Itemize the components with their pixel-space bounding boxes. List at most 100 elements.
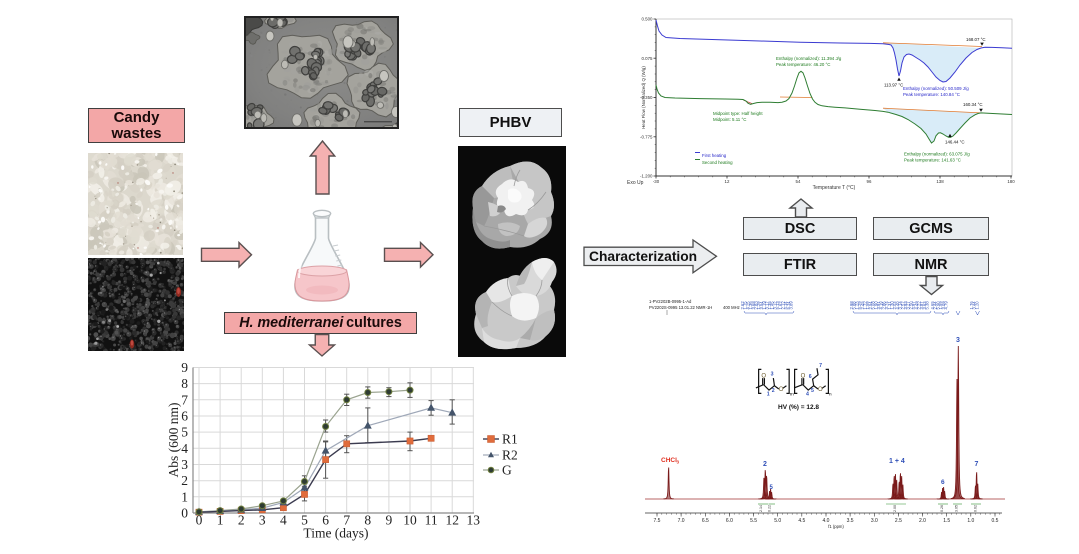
svg-text:5.08: 5.08 <box>871 301 876 310</box>
svg-text:1.20: 1.20 <box>974 301 979 310</box>
svg-text:HV (%) = 12.8: HV (%) = 12.8 <box>778 404 819 411</box>
svg-text:R1: R1 <box>502 432 518 447</box>
svg-text:3.09: 3.09 <box>941 301 946 310</box>
svg-text:0: 0 <box>196 513 203 528</box>
svg-text:3.5: 3.5 <box>847 518 854 524</box>
svg-text:1.23: 1.23 <box>854 301 859 310</box>
svg-text:2.5: 2.5 <box>895 518 902 524</box>
svg-text:1: 1 <box>767 392 770 398</box>
svg-text:Abs (600 nm): Abs (600 nm) <box>166 403 181 478</box>
svg-text:Midpoint type: Half height: Midpoint type: Half height <box>713 111 763 116</box>
svg-text:0.5: 0.5 <box>992 518 999 524</box>
svg-text:3.74: 3.74 <box>884 301 889 310</box>
svg-text:7: 7 <box>343 513 350 528</box>
svg-text:1.30: 1.30 <box>890 301 895 310</box>
svg-text:R2: R2 <box>502 448 518 463</box>
svg-text:5.74: 5.74 <box>786 301 791 310</box>
svg-text:4: 4 <box>806 392 809 398</box>
svg-text:2.57: 2.57 <box>900 301 905 310</box>
svg-text:3: 3 <box>259 513 266 528</box>
svg-text:6.5: 6.5 <box>702 518 709 524</box>
svg-text:5: 5 <box>811 388 814 394</box>
svg-text:-0.350: -0.350 <box>640 95 653 100</box>
svg-text:4.65: 4.65 <box>930 301 935 310</box>
svg-text:9: 9 <box>386 513 393 528</box>
svg-text:1.59: 1.59 <box>938 301 943 310</box>
svg-text:2: 2 <box>772 388 775 394</box>
svg-text:1.0: 1.0 <box>967 518 974 524</box>
svg-text:0.500: 0.500 <box>642 17 654 22</box>
svg-text:Peak temperature: 46.20 °C: Peak temperature: 46.20 °C <box>776 62 830 67</box>
svg-text:146.44 °C: 146.44 °C <box>945 140 965 145</box>
svg-text:5.38: 5.38 <box>925 301 930 310</box>
svg-text:96: 96 <box>867 179 872 184</box>
svg-text:4: 4 <box>280 513 287 528</box>
svg-text:3.91: 3.91 <box>876 301 881 310</box>
svg-text:8: 8 <box>364 513 371 528</box>
svg-text:6.0: 6.0 <box>726 518 733 524</box>
svg-text:Midpoint: 5.11 °C: Midpoint: 5.11 °C <box>713 117 746 122</box>
svg-text:2: 2 <box>181 473 188 488</box>
svg-text:4.49: 4.49 <box>914 301 919 310</box>
svg-text:3.17: 3.17 <box>764 301 769 310</box>
svg-text:54: 54 <box>796 179 801 184</box>
svg-text:2.22: 2.22 <box>917 301 922 310</box>
svg-text:Heat Flow (Normalized) Q (W/g): Heat Flow (Normalized) Q (W/g) <box>641 66 646 129</box>
svg-text:-30: -30 <box>653 179 660 184</box>
svg-text:10: 10 <box>403 513 417 528</box>
svg-text:Time (days): Time (days) <box>303 526 368 541</box>
svg-text:4.0: 4.0 <box>823 518 830 524</box>
svg-text:3.0: 3.0 <box>871 518 878 524</box>
svg-text:2.45: 2.45 <box>860 301 865 310</box>
svg-text:6: 6 <box>181 409 188 424</box>
svg-text:5.0: 5.0 <box>774 518 781 524</box>
svg-text:1.35: 1.35 <box>767 301 772 310</box>
svg-text:1.45: 1.45 <box>770 301 775 310</box>
svg-text:3.63: 3.63 <box>922 301 927 310</box>
svg-text:m: m <box>790 393 794 398</box>
svg-text:n: n <box>829 393 832 398</box>
svg-text:7: 7 <box>975 461 979 468</box>
svg-text:1.19: 1.19 <box>762 301 767 310</box>
svg-text:Enthalpy (normalized): 11.394: Enthalpy (normalized): 11.394 J/g <box>776 56 842 61</box>
svg-text:13: 13 <box>467 513 481 528</box>
svg-text:2.98: 2.98 <box>849 301 854 310</box>
svg-text:O: O <box>818 387 823 393</box>
svg-text:4: 4 <box>181 441 188 456</box>
svg-text:3.89: 3.89 <box>789 301 794 310</box>
svg-text:0.26: 0.26 <box>940 505 944 512</box>
svg-text:3.27: 3.27 <box>906 301 911 310</box>
svg-text:PV2202S-0995 13.01.22 NMR-1H: PV2202S-0995 13.01.22 NMR-1H <box>649 305 712 310</box>
svg-text:1.29: 1.29 <box>756 301 761 310</box>
svg-text:2.03: 2.03 <box>892 301 897 310</box>
svg-text:1.31: 1.31 <box>887 301 892 310</box>
svg-text:Peak temperature: 141.63 °C: Peak temperature: 141.63 °C <box>904 158 961 163</box>
svg-text:3: 3 <box>771 371 774 377</box>
svg-text:3.05: 3.05 <box>955 505 959 512</box>
svg-text:G: G <box>502 463 512 478</box>
svg-text:400 MHz: 400 MHz <box>723 305 740 310</box>
svg-text:4.40: 4.40 <box>895 301 900 310</box>
svg-text:9: 9 <box>181 360 188 375</box>
svg-text:5.90: 5.90 <box>935 301 940 310</box>
svg-text:Temperature T (°C): Temperature T (°C) <box>813 185 856 191</box>
svg-text:2.62: 2.62 <box>740 301 745 310</box>
svg-text:2.44: 2.44 <box>933 301 938 310</box>
svg-text:12: 12 <box>725 179 730 184</box>
svg-text:3.68: 3.68 <box>751 301 756 310</box>
svg-text:7.5: 7.5 <box>654 518 661 524</box>
svg-text:5: 5 <box>301 513 308 528</box>
svg-text:4.79: 4.79 <box>944 301 949 310</box>
svg-text:0.075: 0.075 <box>642 56 654 61</box>
svg-text:0: 0 <box>181 506 188 521</box>
svg-text:3.44: 3.44 <box>972 301 977 310</box>
svg-text:3.87: 3.87 <box>919 301 924 310</box>
svg-text:4.25: 4.25 <box>745 301 750 310</box>
svg-text:Enthalpy (normalized): 63.075: Enthalpy (normalized): 63.075 J/g <box>904 152 970 157</box>
svg-text:3: 3 <box>181 457 188 472</box>
svg-text:180: 180 <box>1007 179 1015 184</box>
svg-text:5: 5 <box>770 485 774 491</box>
svg-text:6: 6 <box>322 513 329 528</box>
svg-text:First heating: First heating <box>702 153 727 158</box>
svg-text:-0.775: -0.775 <box>640 134 653 139</box>
